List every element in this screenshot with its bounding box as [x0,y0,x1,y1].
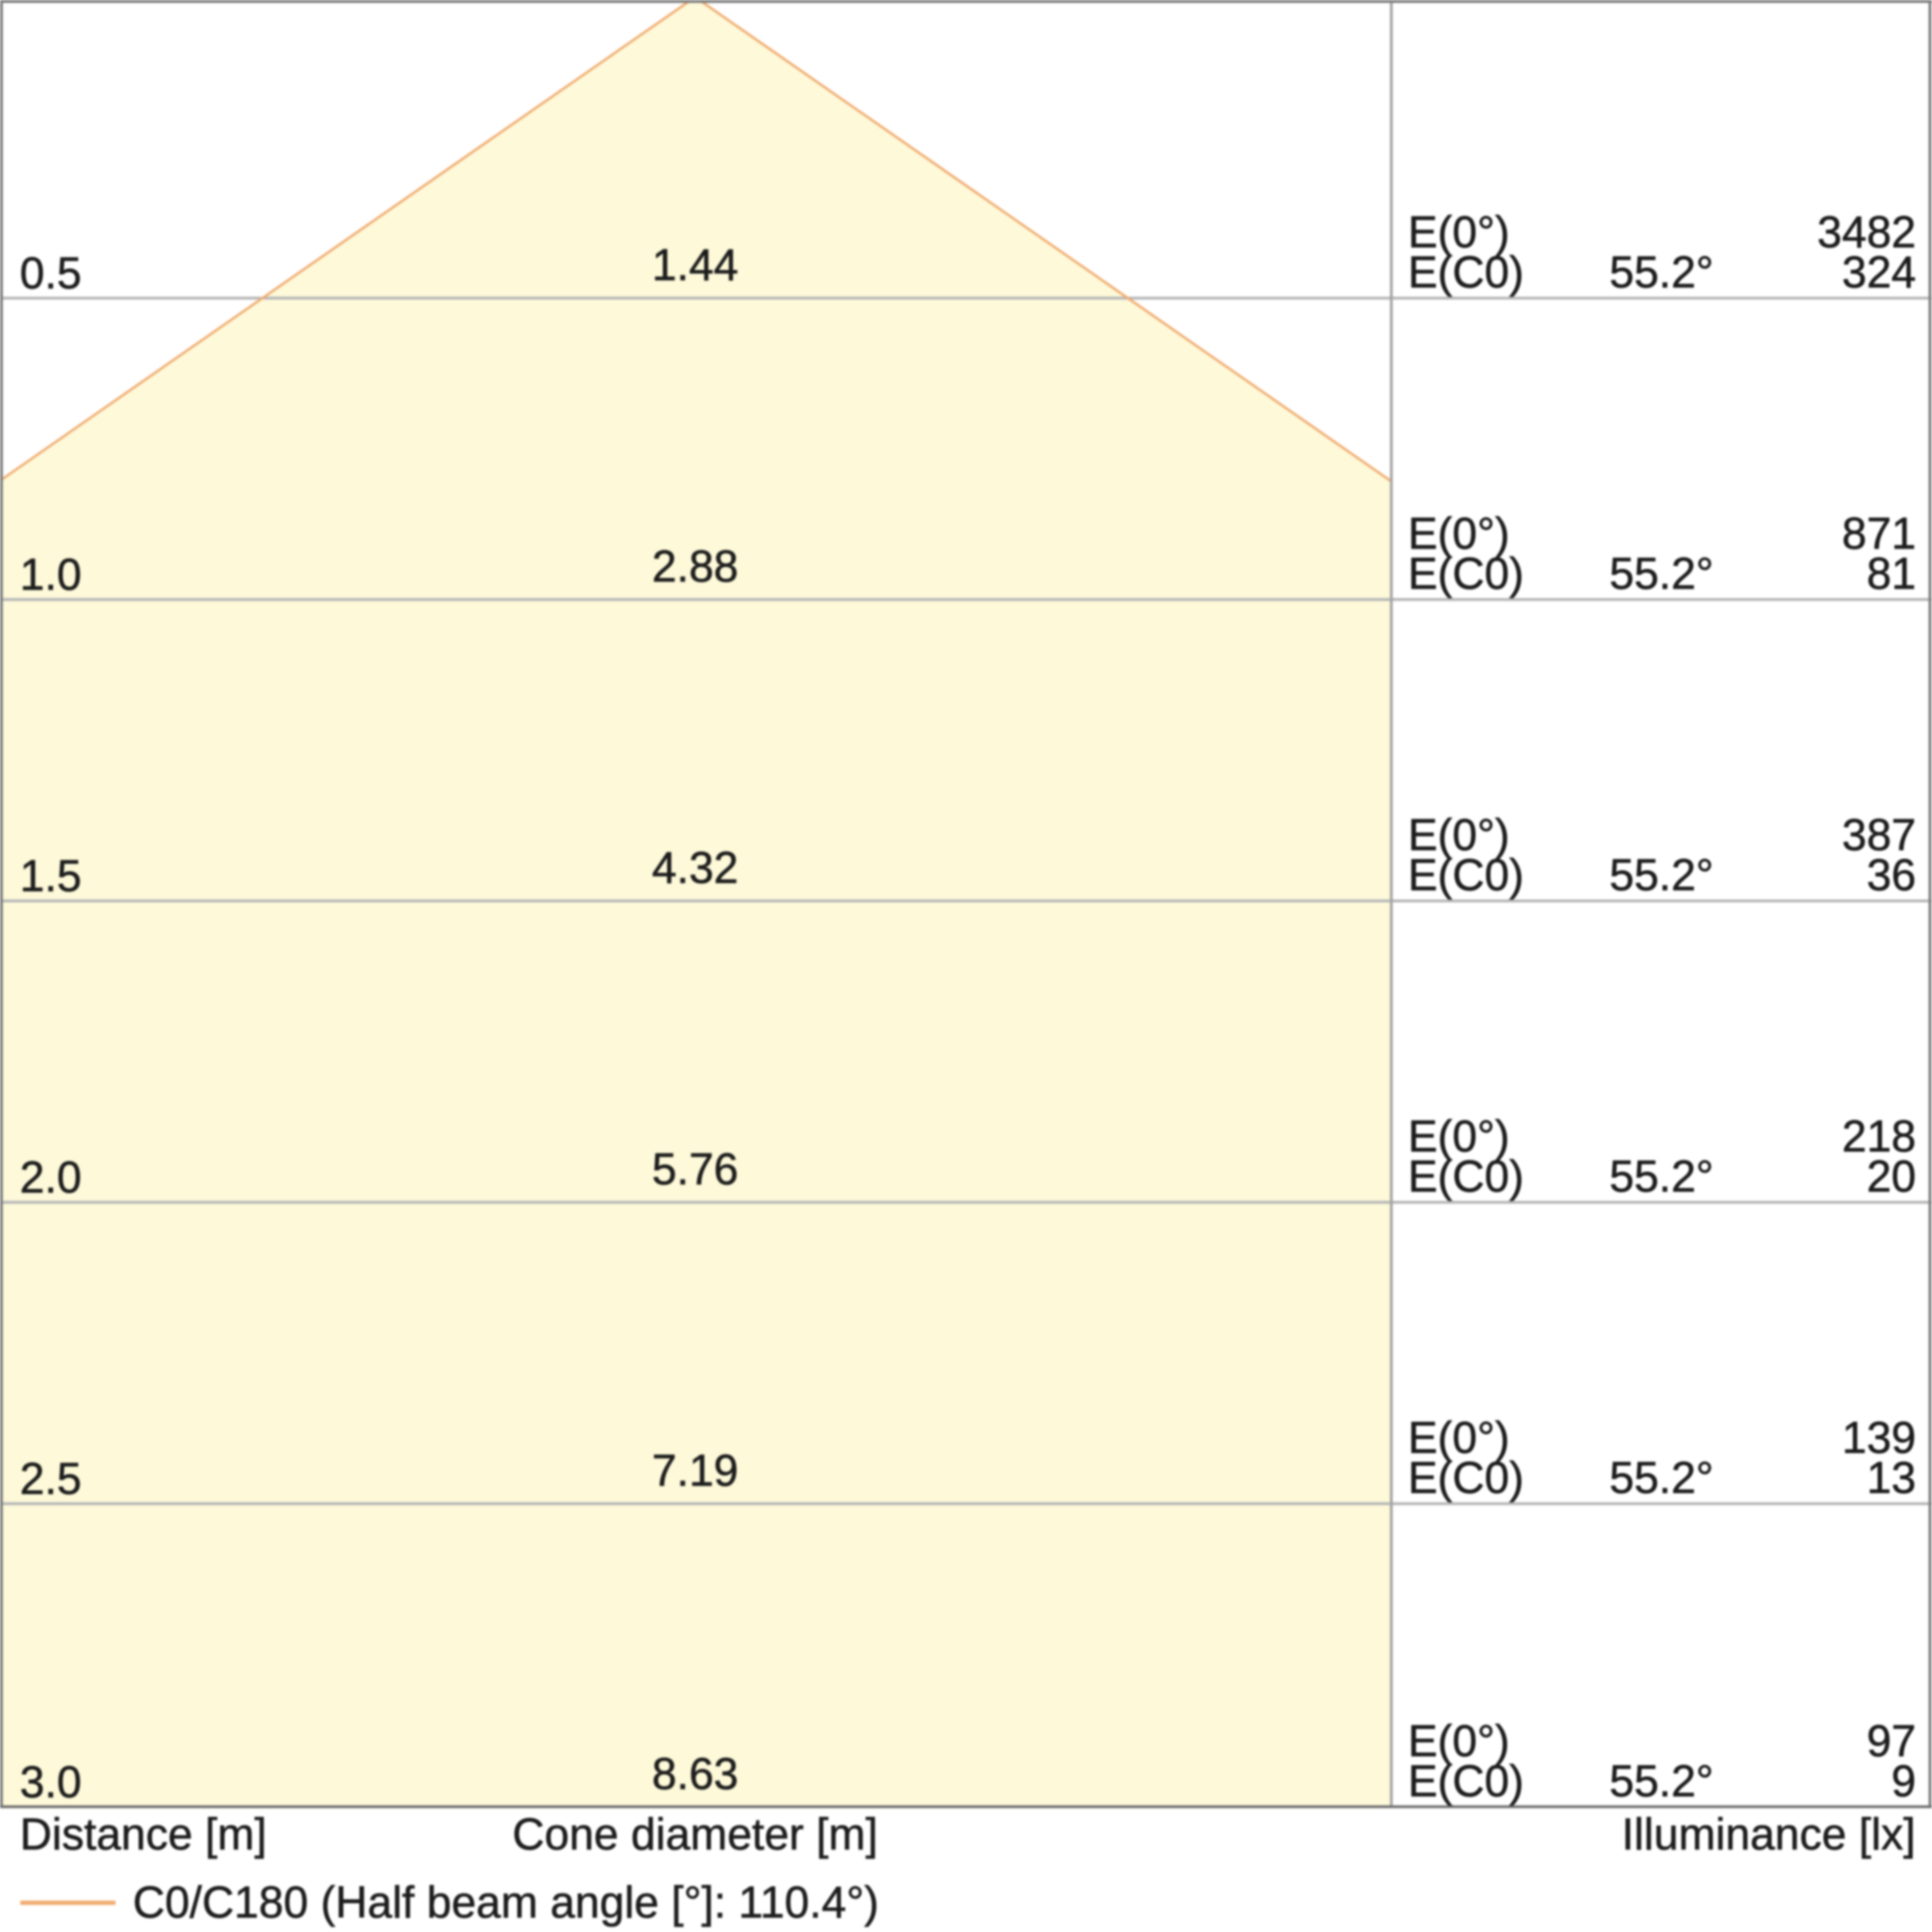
svg-text:1.44: 1.44 [652,240,739,290]
svg-text:20: 20 [1866,1151,1916,1202]
svg-text:55.2°: 55.2° [1609,247,1714,298]
svg-text:2.5: 2.5 [20,1454,82,1504]
svg-text:3.0: 3.0 [20,1756,82,1806]
svg-text:E(0°): E(0°) [1408,1716,1510,1766]
svg-text:55.2°: 55.2° [1609,850,1714,900]
svg-text:324: 324 [1842,247,1917,298]
svg-text:387: 387 [1842,810,1917,860]
svg-text:55.2°: 55.2° [1609,1151,1714,1202]
svg-text:Cone diameter [m]: Cone diameter [m] [512,1809,877,1860]
svg-text:E(C0): E(C0) [1408,549,1524,599]
svg-text:E(C0): E(C0) [1408,1755,1524,1805]
svg-text:E(C0): E(C0) [1408,1151,1524,1202]
svg-text:Distance [m]: Distance [m] [20,1809,268,1860]
svg-text:4.32: 4.32 [652,842,739,893]
svg-text:E(C0): E(C0) [1408,247,1524,298]
svg-text:E(C0): E(C0) [1408,850,1524,900]
svg-text:2.88: 2.88 [652,541,739,591]
svg-text:C0/C180 (Half beam angle [°]:: C0/C180 (Half beam angle [°]: 110.4°) [133,1877,879,1927]
svg-text:2.0: 2.0 [20,1152,82,1203]
svg-text:81: 81 [1866,549,1916,599]
svg-text:E(0°): E(0°) [1408,207,1510,257]
svg-text:139: 139 [1842,1412,1917,1463]
svg-text:9: 9 [1891,1755,1917,1805]
svg-text:1.5: 1.5 [20,851,82,901]
svg-text:E(0°): E(0°) [1408,810,1510,860]
svg-text:8.63: 8.63 [652,1748,739,1799]
svg-text:E(0°): E(0°) [1408,1412,1510,1463]
svg-text:13: 13 [1866,1453,1916,1503]
svg-text:55.2°: 55.2° [1609,549,1714,599]
svg-text:1.0: 1.0 [20,550,82,600]
svg-text:55.2°: 55.2° [1609,1453,1714,1503]
svg-text:3482: 3482 [1817,207,1916,257]
svg-text:E(C0): E(C0) [1408,1453,1524,1503]
svg-text:55.2°: 55.2° [1609,1755,1714,1805]
svg-text:E(0°): E(0°) [1408,1111,1510,1161]
svg-text:36: 36 [1866,850,1916,900]
svg-text:5.76: 5.76 [652,1144,739,1194]
svg-text:97: 97 [1866,1716,1916,1766]
svg-text:E(0°): E(0°) [1408,508,1510,558]
svg-text:218: 218 [1842,1111,1917,1161]
svg-text:0.5: 0.5 [20,248,82,298]
svg-text:871: 871 [1842,508,1917,558]
svg-text:Illuminance [lx]: Illuminance [lx] [1622,1809,1916,1860]
svg-text:7.19: 7.19 [652,1445,739,1495]
